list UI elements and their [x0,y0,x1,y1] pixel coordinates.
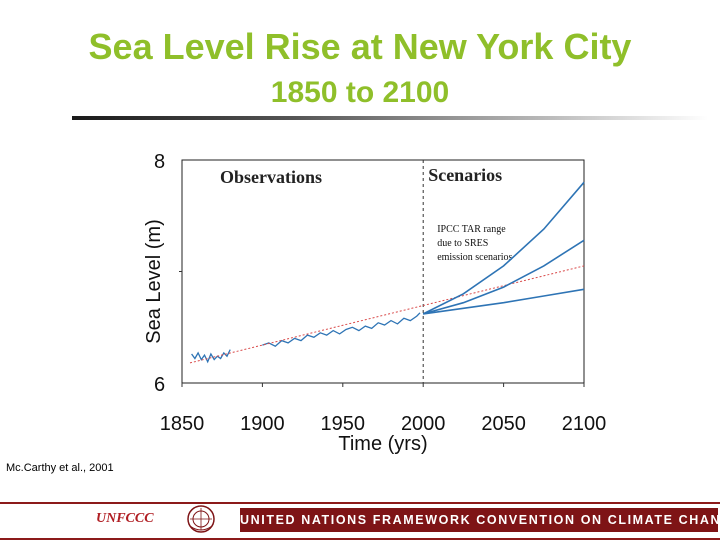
source-citation: Mc.Carthy et al., 2001 [6,462,114,474]
footer-banner: UNITED NATIONS FRAMEWORK CONVENTION ON C… [240,508,718,532]
slide-subtitle: 1850 to 2100 [270,76,450,109]
x-tick-label: 2050 [481,413,525,435]
x-tick-label: 2000 [401,413,446,435]
footer-top-line [0,502,720,504]
y-tick-label: 8 [154,151,165,173]
footer-bar: UNFCCC UNITED NATIONS FRAMEWORK CONVENTI… [0,500,720,540]
slide-title: Sea Level Rise at New York City [88,26,632,67]
panel-label-observations: Observations [220,167,322,187]
title-divider [72,116,708,120]
x-axis-label: Time (yrs) [338,433,427,455]
observation-line [191,349,231,364]
scenario-line [423,288,585,315]
x-tick-label: 2100 [562,413,607,435]
observation-line [262,312,421,347]
sea-level-chart: 6 8 1850 1900 1950 2000 2050 2100 Time (yrs) Sea … [143,151,606,455]
panel-label-scenarios: Scenarios [428,165,502,185]
annotation-line: due to SRES [437,238,488,249]
y-tick-label: 6 [154,374,165,396]
scenario-line [422,181,585,315]
annotation-line: IPCC TAR range [437,224,506,235]
scenario-line [422,239,585,315]
x-tick-label: 1950 [321,413,366,435]
unfccc-logo: UNFCCC [96,511,154,526]
annotation-line: emission scenarios [437,252,512,263]
plot-area: 6 8 1850 1900 1950 2000 2050 2100 Time (yrs) Sea … [143,151,606,455]
x-tick-label: 1850 [160,413,205,435]
y-axis-label: Sea Level (m) [143,219,165,344]
footer-bottom-line [0,538,720,540]
trend-line [189,265,585,364]
un-emblem-icon [187,505,215,533]
x-tick-label: 1900 [240,413,285,435]
